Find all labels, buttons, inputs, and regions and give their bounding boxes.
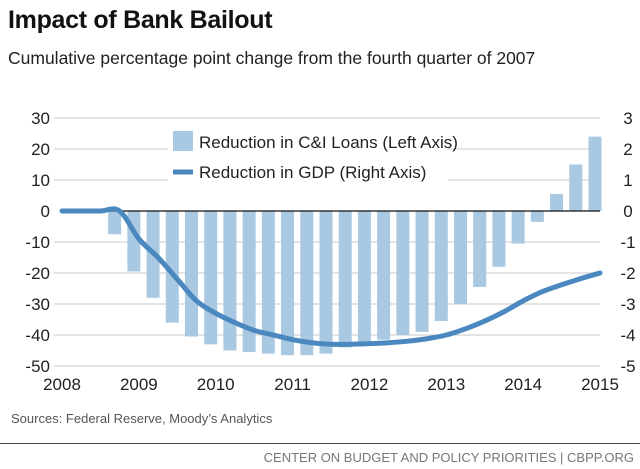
bar — [473, 211, 487, 287]
chart-subtitle: Cumulative percentage point change from … — [8, 48, 536, 68]
left-tick-label: 10 — [31, 171, 50, 190]
right-tick-label: -4 — [620, 326, 635, 345]
bar — [185, 211, 198, 337]
x-tick-label: 2012 — [351, 375, 389, 394]
legend-label-bars: Reduction in C&I Loans (Left Axis) — [199, 133, 458, 152]
x-tick-label: 2015 — [581, 375, 619, 394]
bar — [454, 211, 467, 304]
left-tick-label: -10 — [25, 233, 50, 252]
left-tick-label: 0 — [41, 202, 50, 221]
bar — [242, 211, 256, 353]
bar — [261, 211, 275, 354]
bar — [396, 211, 410, 335]
bar — [223, 211, 237, 351]
x-tick-label: 2014 — [504, 375, 542, 394]
legend-label-line: Reduction in GDP (Right Axis) — [199, 163, 426, 182]
bar — [204, 211, 218, 345]
right-tick-label: -5 — [620, 357, 635, 376]
bar — [588, 136, 602, 211]
x-tick-label: 2011 — [274, 375, 311, 394]
right-tick-label: -1 — [620, 233, 635, 252]
legend-background — [168, 126, 448, 188]
right-tick-label: 3 — [623, 109, 632, 128]
right-tick-label: 1 — [623, 171, 632, 190]
gdp-line — [59, 206, 603, 347]
x-tick-label: 2013 — [427, 375, 465, 394]
footer-divider — [0, 443, 640, 444]
bar — [550, 193, 564, 211]
left-tick-label: -20 — [25, 264, 50, 283]
bar — [530, 211, 544, 222]
bar — [492, 211, 506, 267]
bar — [165, 211, 179, 323]
right-tick-label: 0 — [623, 202, 632, 221]
right-tick-label: -3 — [620, 295, 635, 314]
legend-swatch-bars — [173, 131, 193, 151]
x-tick-label: 2009 — [120, 375, 158, 394]
chart-title: Impact of Bank Bailout — [8, 6, 273, 34]
left-tick-label: -40 — [25, 326, 50, 345]
bar — [281, 211, 295, 356]
bar — [434, 211, 448, 322]
bar — [338, 211, 352, 348]
bar — [300, 211, 314, 356]
bar — [108, 211, 122, 235]
bar — [569, 164, 583, 211]
x-tick-label: 2010 — [197, 375, 235, 394]
right-tick-label: 2 — [623, 140, 632, 159]
right-tick-label: -2 — [620, 264, 635, 283]
bar — [415, 211, 429, 332]
bar — [357, 211, 371, 346]
left-tick-label: 30 — [31, 109, 50, 128]
left-tick-label: -30 — [25, 295, 50, 314]
footer-credit: CENTER ON BUDGET AND POLICY PRIORITIES |… — [263, 450, 634, 465]
sources-note: Sources: Federal Reserve, Moody’s Analyt… — [11, 411, 273, 426]
bar — [377, 211, 391, 340]
bar — [319, 211, 333, 354]
bar — [511, 211, 525, 244]
left-tick-label: -50 — [25, 357, 50, 376]
left-tick-label: 20 — [31, 140, 50, 159]
x-tick-label: 2008 — [43, 375, 81, 394]
